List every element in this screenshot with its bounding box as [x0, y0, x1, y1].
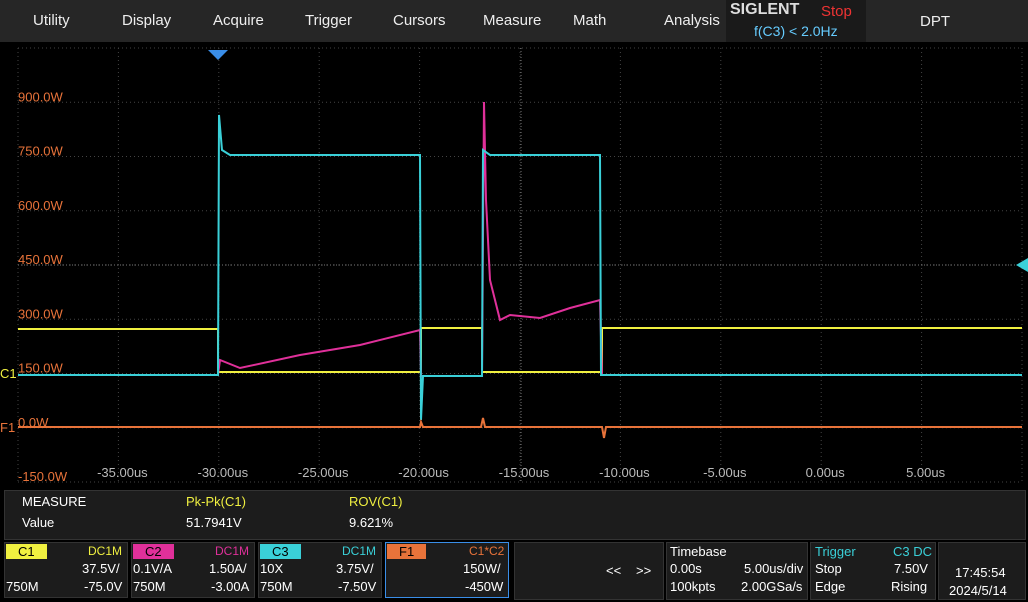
channel-offset: -450W	[465, 579, 504, 594]
channel-scale: 3.75V/	[336, 561, 374, 576]
timebase-memory: 100kpts	[670, 579, 716, 594]
timebase-title: Timebase	[670, 544, 727, 559]
channel-coupling: C1*C2	[469, 544, 505, 558]
timebase-delay: 0.00s	[670, 561, 702, 576]
nav-forward[interactable]: >>	[636, 563, 652, 578]
channel-label: F1	[387, 544, 427, 559]
grid	[17, 47, 1023, 483]
channel-bandwidth: 750M	[133, 579, 166, 594]
x-axis-label: 0.00us	[806, 465, 846, 480]
timebase-rate: 2.00GSa/s	[741, 579, 803, 594]
trace-c2	[18, 101, 1022, 377]
trace-c3	[18, 114, 1022, 421]
x-axis-label: -30.00us	[198, 465, 249, 480]
channel-scale: 150W/	[463, 561, 501, 576]
y-axis-label: 600.0W	[18, 198, 64, 213]
measure-name: Pk-Pk(C1)	[186, 494, 246, 509]
x-axis-label: -5.00us	[703, 465, 747, 480]
measure-value: 9.621%	[349, 515, 394, 530]
menu-item[interactable]: Display	[122, 12, 172, 29]
channel-probe: 10X	[260, 561, 284, 576]
y-axis-label: 300.0W	[18, 306, 64, 321]
channel-bandwidth: 750M	[6, 579, 39, 594]
trigger-panel[interactable]	[810, 542, 936, 600]
clock-date: 2024/5/14	[949, 583, 1007, 598]
x-axis-label: -25.00us	[298, 465, 349, 480]
channel-label: C2	[133, 544, 174, 559]
waveform-area: C1 F1 900.0W 750.0W 600.0W 450.0W 300.0W 150.…	[0, 47, 1028, 484]
x-axis-label: -35.00us	[97, 465, 148, 480]
y-axis-label: 0.0W	[18, 415, 49, 430]
channel-offset: -3.00A	[211, 579, 250, 594]
measure-panel	[4, 490, 1026, 540]
channel-scale: 1.50A/	[209, 561, 247, 576]
channel-bandwidth: 750M	[260, 579, 293, 594]
timebase-scale: 5.00us/div	[744, 561, 804, 576]
x-axis-label: -10.00us	[599, 465, 650, 480]
trigger-position-marker	[208, 50, 228, 60]
channel-label: C1	[6, 544, 47, 559]
channel-probe: 0.1V/A	[133, 561, 173, 576]
status-panel	[726, 0, 866, 42]
nav-back[interactable]: <<	[606, 563, 622, 578]
x-axis-label: -15.00us	[499, 465, 550, 480]
trigger-source: C3 DC	[893, 544, 933, 559]
y-axis-label: 750.0W	[18, 144, 64, 159]
trace-c1	[18, 327, 1022, 373]
measure-value: 51.7941V	[186, 515, 242, 530]
menu-item[interactable]: Measure	[483, 12, 542, 29]
x-axis-label: -20.00us	[398, 465, 449, 480]
navigation-panel	[514, 542, 664, 600]
channel-offset: -7.50V	[338, 579, 377, 594]
trigger-title: Trigger	[815, 544, 856, 559]
trigger-level-marker	[1016, 258, 1028, 272]
timebase-panel[interactable]	[666, 542, 808, 600]
c1-marker: C1	[0, 366, 17, 381]
channel-label: C3	[260, 544, 301, 559]
trigger-state: Stop	[815, 561, 842, 576]
brand: SIGLENT	[730, 1, 800, 18]
menu-item[interactable]: Math	[573, 12, 607, 29]
trigger-slope: Rising	[891, 579, 928, 594]
menu-item[interactable]: Acquire	[213, 12, 264, 29]
channel-offset: -75.0V	[84, 579, 123, 594]
mode[interactable]: DPT	[920, 13, 950, 30]
measure-name: ROV(C1)	[349, 494, 403, 509]
channel-coupling: DC1M	[88, 544, 123, 558]
menu-item[interactable]: Analysis	[664, 12, 720, 29]
measure-row-label: Value	[22, 515, 55, 530]
channel-coupling: DC1M	[342, 544, 377, 558]
y-axis-label: 900.0W	[18, 89, 64, 104]
trigger-type: Edge	[815, 579, 846, 594]
clock-time: 17:45:54	[955, 565, 1006, 580]
y-axis-label: 150.0W	[18, 361, 64, 376]
trigger-frequency: f(C3) < 2.0Hz	[754, 23, 838, 39]
trace-f1	[18, 417, 1022, 439]
f1-marker: F1	[0, 420, 15, 435]
menu-item[interactable]: Utility	[33, 12, 70, 29]
measure-title: MEASURE	[22, 494, 87, 509]
clock-panel	[938, 542, 1026, 600]
channel-scale: 37.5V/	[82, 561, 120, 576]
menu-item[interactable]: Trigger	[305, 12, 352, 29]
trigger-level: 7.50V	[894, 561, 928, 576]
run-status[interactable]: Stop	[821, 3, 852, 20]
y-axis-label: -150.0W	[18, 469, 68, 484]
channel-coupling: DC1M	[215, 544, 250, 558]
y-axis-label: 450.0W	[18, 252, 64, 267]
menu-item[interactable]: Cursors	[393, 12, 446, 29]
x-axis-label: 5.00us	[906, 465, 946, 480]
